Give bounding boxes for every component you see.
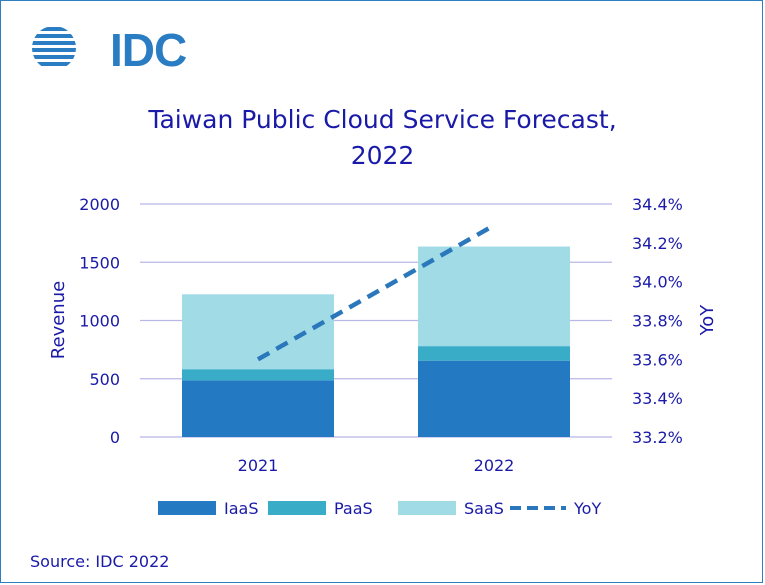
- y2-tick-label: 34.4%: [632, 195, 683, 214]
- left-axis-ticks: 0 500 1000 1500 2000: [79, 195, 120, 447]
- legend-swatch-paas: [268, 501, 326, 515]
- legend-label-yoy: YoY: [574, 498, 602, 518]
- bar-saas-2022: [418, 246, 570, 347]
- x-tick-label: 2022: [474, 456, 515, 475]
- right-axis-ticks: 33.2% 33.4% 33.6% 33.8% 34.0% 34.2% 34.4%: [632, 195, 683, 447]
- logo-text: IDC: [110, 24, 187, 76]
- chart-title-line1: Taiwan Public Cloud Service Forecast,: [148, 105, 617, 134]
- legend-item-yoy: YoY: [508, 495, 601, 521]
- y-tick-label: 2000: [79, 195, 120, 214]
- y-tick-label: 1500: [79, 253, 120, 272]
- y-tick-label: 500: [89, 370, 120, 389]
- x-axis-ticks: 2021 2022: [238, 456, 515, 475]
- legend-swatch-saas: [398, 501, 456, 515]
- chart-title: Taiwan Public Cloud Service Forecast, 20…: [0, 102, 765, 174]
- legend-label-iaas: IaaS: [224, 498, 259, 518]
- legend-item-saas: SaaS: [398, 495, 504, 521]
- source-note: Source: IDC 2022: [30, 552, 170, 571]
- y-tick-label: 0: [110, 428, 120, 447]
- y2-tick-label: 34.2%: [632, 234, 683, 253]
- legend-swatch-yoy: [510, 506, 566, 510]
- yoy-series-line: [256, 223, 496, 362]
- legend-item-paas: PaaS: [268, 495, 373, 521]
- bar-paas-2021: [182, 369, 334, 381]
- y2-tick-label: 34.0%: [632, 273, 683, 292]
- bar-saas-2021: [182, 294, 334, 370]
- x-tick-label: 2021: [238, 456, 279, 475]
- y2-tick-label: 33.6%: [632, 350, 683, 369]
- legend-item-iaas: IaaS: [158, 495, 258, 521]
- legend-swatch-iaas: [158, 501, 216, 515]
- bar-paas-2022: [418, 346, 570, 361]
- y2-tick-label: 33.2%: [632, 428, 683, 447]
- globe-icon: [32, 27, 76, 66]
- bars: [182, 246, 570, 437]
- y-axis-title: Revenue: [48, 281, 69, 359]
- legend-label-saas: SaaS: [464, 498, 504, 518]
- chart-title-line2: 2022: [350, 141, 415, 170]
- yoy-line: [256, 223, 496, 362]
- y2-tick-label: 33.4%: [632, 389, 683, 408]
- idc-logo: IDC: [30, 20, 195, 75]
- bar-iaas-2022: [418, 360, 570, 437]
- legend-label-paas: PaaS: [334, 498, 373, 518]
- y-tick-label: 1000: [79, 312, 120, 331]
- y2-tick-label: 33.8%: [632, 312, 683, 331]
- legend: IaaS PaaS SaaS YoY: [0, 495, 765, 521]
- bar-iaas-2021: [182, 380, 334, 437]
- y2-axis-title: YoY: [697, 304, 718, 337]
